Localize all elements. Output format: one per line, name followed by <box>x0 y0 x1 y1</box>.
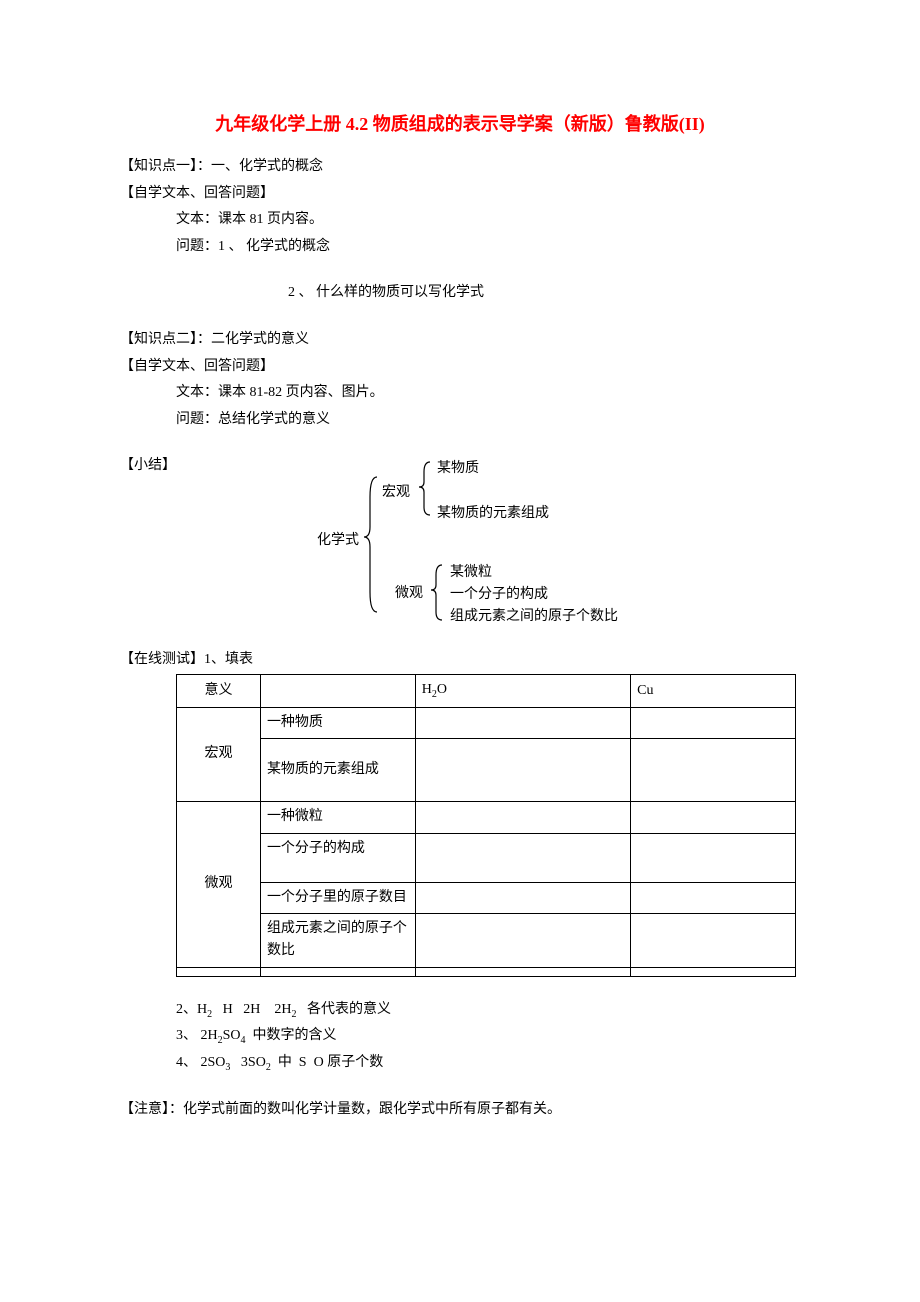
kp1-heading: 【知识点一】：一、化学式的概念 <box>120 154 800 181</box>
meaning-table: 意义 H2O Cu 宏观 一种物质 某物质的元素组成 微观 一种微粒 一个分子的… <box>176 674 796 977</box>
kp2-heading: 【知识点二】：二化学式的意义 <box>120 327 800 354</box>
kp2-q: 问题：总结化学式的意义 <box>120 407 800 434</box>
kp1-q1: 问题：1 、 化学式的概念 <box>120 234 800 261</box>
q2: 2、H2 H 2H 2H2 各代表的意义 <box>120 997 800 1024</box>
page-title: 九年级化学上册 4.2 物质组成的表示导学案（新版）鲁教版(II) <box>120 110 800 136</box>
xiaojie-label: 【小结】 <box>120 453 176 480</box>
kp1-sub: 【自学文本、回答问题】 <box>120 181 800 208</box>
kp1-text: 文本：课本 81 页内容。 <box>120 207 800 234</box>
q3: 3、 2H2SO4 中数字的含义 <box>120 1023 800 1050</box>
note: 【注意】：化学式前面的数叫化学计量数，跟化学式中所有原子都有关。 <box>120 1097 800 1124</box>
kp2-text: 文本：课本 81-82 页内容、图片。 <box>120 380 800 407</box>
kp1-q2: 2 、 什么样的物质可以写化学式 <box>120 280 800 307</box>
formula-diagram: 化学式 宏观 某物质 某物质的元素组成 微观 某微粒 一个分子的构成 组成元素之… <box>232 457 800 627</box>
q4: 4、 2SO3 3SO2 中 S O 原子个数 <box>120 1050 800 1077</box>
test-heading: 【在线测试】1、填表 <box>120 647 800 674</box>
kp2-sub: 【自学文本、回答问题】 <box>120 354 800 381</box>
